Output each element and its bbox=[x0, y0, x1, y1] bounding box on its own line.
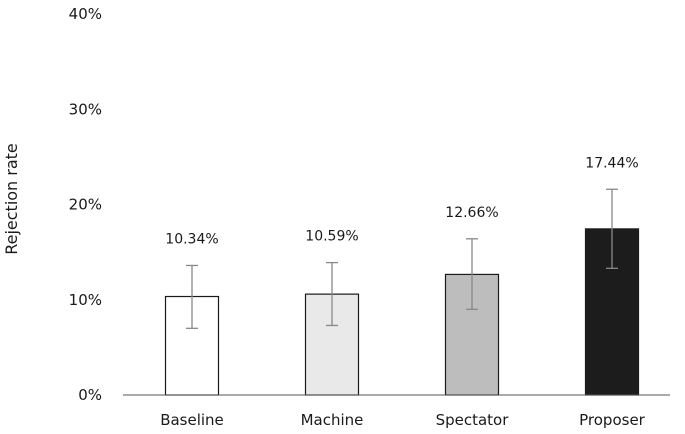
data-labels: 10.34% 10.59% 12.66% 17.44% bbox=[165, 155, 638, 247]
bars bbox=[164, 228, 640, 396]
category-label: Proposer bbox=[579, 411, 646, 429]
data-label: 12.66% bbox=[445, 205, 498, 221]
category-label: Baseline bbox=[160, 411, 224, 429]
data-label: 10.34% bbox=[165, 231, 218, 247]
error-bar bbox=[186, 264, 198, 329]
error-bars bbox=[186, 188, 618, 329]
y-axis-ticks: 0% 10% 20% 30% 40% bbox=[69, 5, 102, 404]
category-label: Spectator bbox=[436, 411, 510, 429]
category-labels: Baseline Machine Spectator Proposer bbox=[160, 411, 645, 429]
y-axis-label: Rejection rate bbox=[2, 143, 21, 255]
data-label: 17.44% bbox=[585, 155, 638, 171]
error-bar bbox=[606, 188, 618, 269]
data-label: 10.59% bbox=[305, 229, 358, 245]
y-tick-label: 40% bbox=[69, 5, 102, 23]
y-tick-label: 30% bbox=[69, 100, 102, 118]
error-bar bbox=[326, 261, 338, 327]
error-bar bbox=[466, 238, 478, 310]
y-tick-label: 0% bbox=[78, 386, 102, 404]
y-tick-label: 20% bbox=[69, 196, 102, 214]
y-tick-label: 10% bbox=[69, 291, 102, 309]
category-label: Machine bbox=[301, 411, 364, 429]
